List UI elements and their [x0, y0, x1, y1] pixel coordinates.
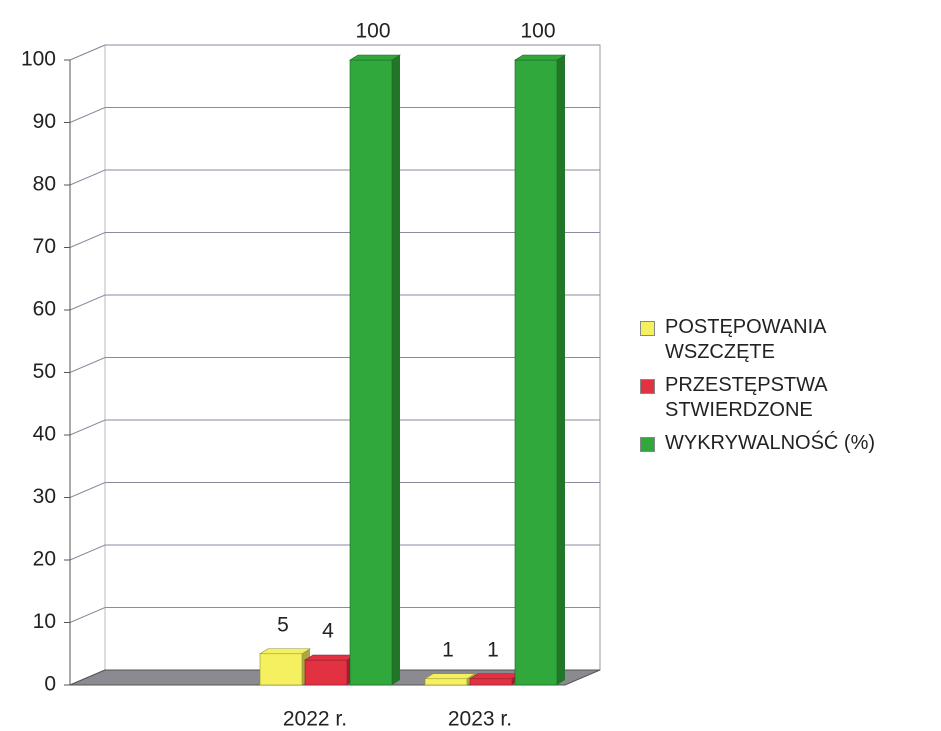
y-tick-label: 70	[33, 235, 56, 258]
bar	[468, 673, 522, 686]
data-label: 4	[322, 620, 334, 643]
bar-side	[392, 55, 400, 685]
legend-label: WYKRYWALNOŚĆ (%)	[665, 432, 876, 454]
grid-line	[69, 107, 600, 123]
bar-top	[423, 673, 477, 680]
y-tick-label: 100	[21, 48, 56, 71]
legend-swatch	[640, 321, 655, 336]
legend-swatch	[640, 437, 655, 452]
legend-item: WYKRYWALNOŚĆ (%)	[640, 431, 890, 456]
bar-top	[468, 673, 522, 680]
y-tick-label: 30	[33, 485, 56, 508]
bar	[348, 54, 402, 686]
bar-front	[469, 678, 513, 686]
y-tick-label: 20	[33, 548, 56, 571]
y-tick-label: 10	[33, 610, 56, 633]
bar-front	[259, 653, 303, 686]
y-tick-label: 50	[33, 360, 56, 383]
grid-line	[69, 357, 600, 373]
bar	[258, 648, 312, 686]
bar-top	[513, 54, 567, 61]
y-tick-label: 40	[33, 423, 56, 446]
y-tick-label: 0	[44, 673, 56, 696]
data-label: 5	[277, 613, 289, 636]
bar-front	[514, 59, 558, 686]
bar-front	[304, 659, 348, 686]
legend-swatch	[640, 379, 655, 394]
y-tick-label: 80	[33, 173, 56, 196]
bar-front	[349, 59, 393, 686]
bar	[423, 673, 477, 686]
grid-line	[69, 232, 600, 248]
grid-line	[69, 544, 600, 561]
bar-top	[303, 654, 357, 661]
x-tick-label: 2022 r.	[283, 708, 347, 731]
y-tick-label: 90	[33, 110, 56, 133]
grid-line	[69, 482, 600, 498]
bar-top	[258, 648, 312, 655]
bar-side	[557, 55, 565, 685]
legend-label: PRZESTĘPSTWA STWIERDZONE	[665, 374, 827, 421]
data-label: 1	[442, 638, 454, 661]
bar	[303, 654, 357, 686]
legend-item: POSTĘPOWANIA WSZCZĘTE	[640, 315, 890, 365]
y-tick-label: 60	[33, 298, 56, 321]
grid-line	[69, 419, 600, 436]
grid-line	[69, 294, 600, 311]
bar	[513, 54, 567, 686]
data-label: 100	[520, 20, 555, 43]
data-label: 100	[355, 20, 390, 43]
legend: POSTĘPOWANIA WSZCZĘTE PRZESTĘPSTWA STWIER…	[640, 315, 890, 464]
grid-line	[69, 607, 600, 623]
x-tick-label: 2023 r.	[448, 708, 512, 731]
grid-line	[69, 44, 600, 61]
grid-line	[69, 169, 600, 186]
legend-label: POSTĘPOWANIA WSZCZĘTE	[665, 316, 826, 363]
legend-item: PRZESTĘPSTWA STWIERDZONE	[640, 373, 890, 423]
data-label: 1	[487, 638, 499, 661]
bar-front	[424, 678, 468, 686]
bar-top	[348, 54, 402, 61]
